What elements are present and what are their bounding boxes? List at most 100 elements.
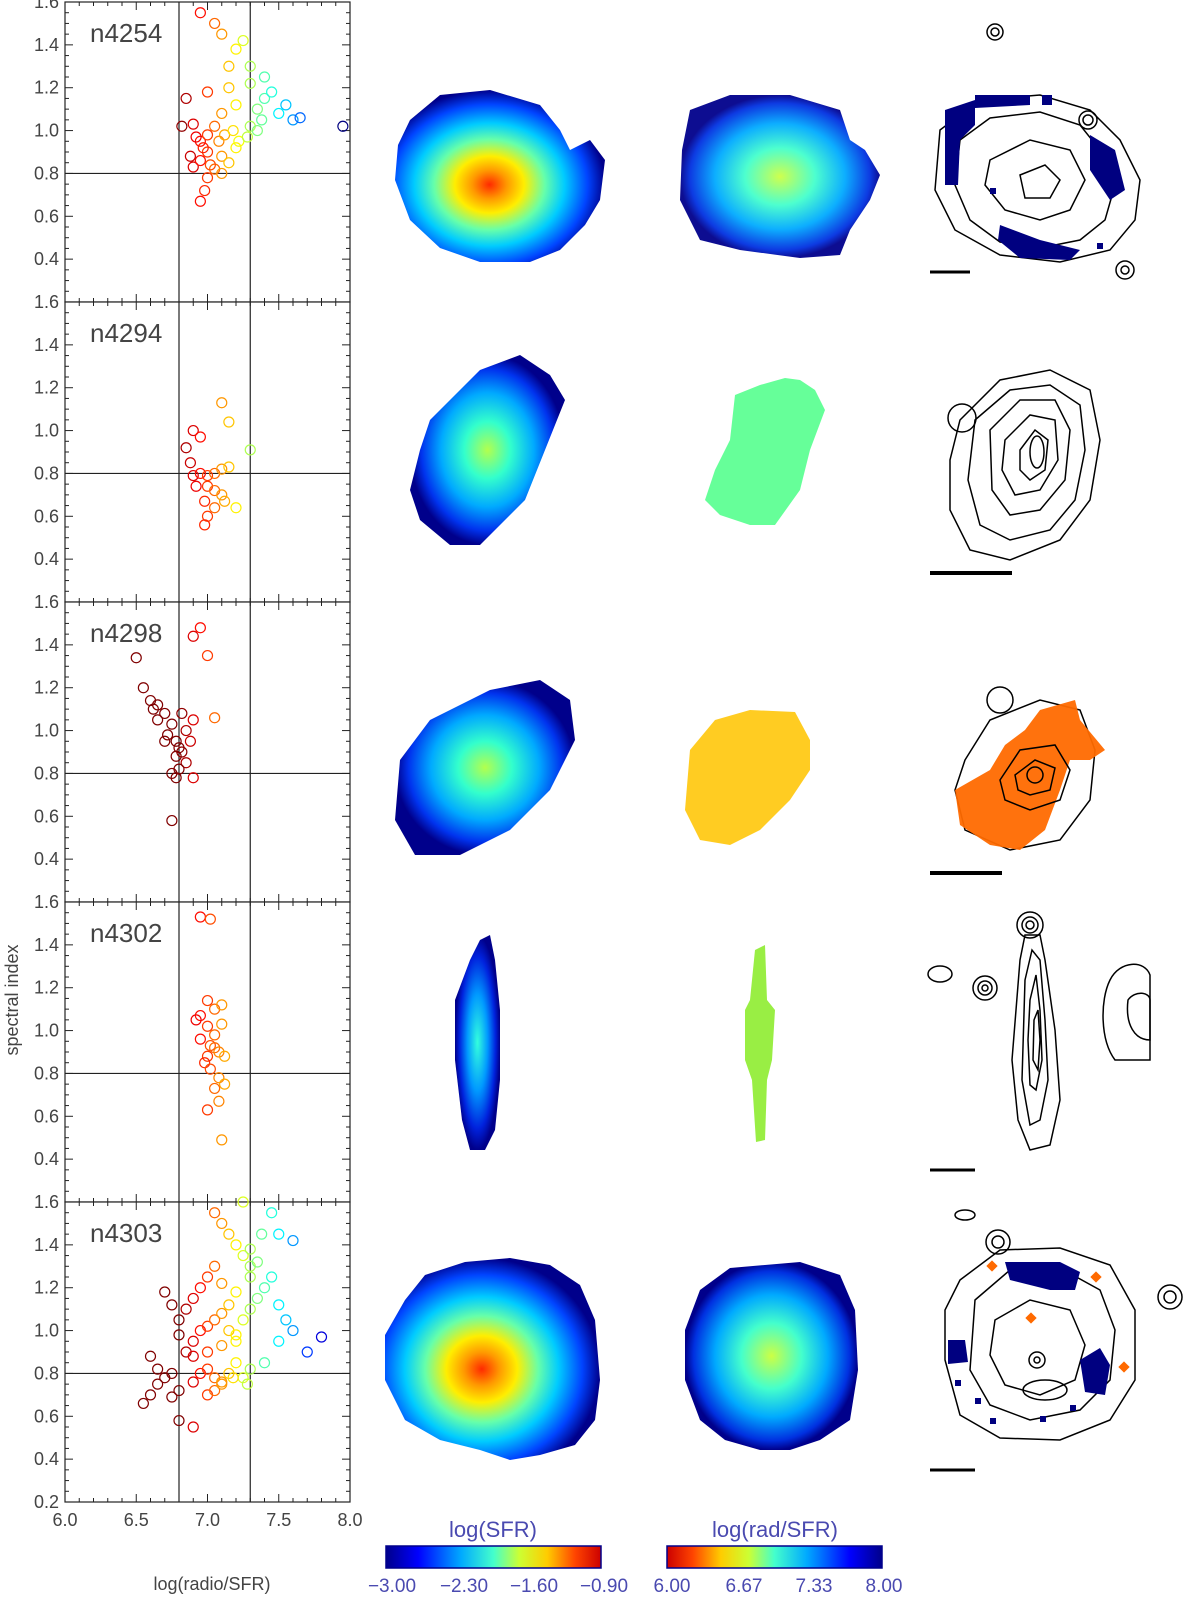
y-tick-label: 1.0	[34, 421, 59, 441]
scatter-point	[187, 1421, 199, 1433]
scatter-point	[223, 1299, 235, 1311]
scatter-point	[176, 746, 188, 758]
galaxy-label: n4303	[90, 1218, 162, 1248]
scatter-point	[241, 131, 253, 143]
scatter-panel-n4302: 0.4 0.6 0.8 1.0 1.2 1.4 1.6 n4302	[34, 892, 351, 1203]
colorbar-sfr-tick: −0.90	[580, 1576, 628, 1597]
scatter-point	[199, 495, 211, 507]
scatter-point	[201, 1271, 214, 1283]
scatter-point	[209, 17, 221, 30]
y-axis-label: spectral index	[2, 944, 22, 1055]
scatter-point	[180, 724, 192, 737]
y-tick-label: 0.8	[34, 163, 59, 183]
scatter-point	[201, 172, 214, 184]
ratio-map-n4254	[680, 95, 880, 258]
y-tick-label: 0.8	[34, 463, 59, 483]
y-tick-label: 0.6	[34, 506, 59, 526]
scatter-point	[216, 397, 228, 409]
scatter-point	[190, 1014, 202, 1026]
scatter-point	[223, 157, 235, 169]
scatter-point	[216, 150, 228, 162]
scatter-point	[173, 1314, 185, 1326]
scatter-point	[216, 1339, 228, 1352]
scatter-point	[159, 707, 171, 720]
scatter-point	[216, 1307, 228, 1320]
contour-maps	[927, 23, 1183, 1472]
scatter-point	[194, 1282, 206, 1294]
y-tick-label: 1.2	[34, 378, 59, 398]
scatter-point	[144, 1389, 157, 1401]
scatter-point	[230, 99, 242, 111]
y-tick-label: 1.4	[34, 335, 59, 355]
ratio-map-n4294	[705, 378, 825, 525]
scatter-point	[159, 735, 171, 747]
colorbar-sfr-bar	[385, 1545, 602, 1569]
y-tick-label: 1.0	[34, 721, 59, 741]
scatter-point	[266, 1271, 278, 1283]
scatter-point	[251, 124, 263, 137]
y-tick-label: 1.0	[34, 121, 59, 141]
y-tick-label: 0.6	[34, 206, 59, 226]
scatter-point	[166, 814, 178, 827]
y-tick-label: 0.4	[34, 249, 59, 269]
y-tick-label: 1.6	[34, 892, 59, 912]
scatter-point	[251, 1256, 263, 1268]
scatter-point	[209, 712, 221, 724]
sfr-map-n4294	[410, 355, 565, 545]
y-tick-label: 0.4	[34, 849, 59, 869]
scatter-point	[230, 1239, 242, 1251]
scatter-point	[201, 1363, 214, 1375]
scatter-point	[176, 120, 188, 132]
scatter-point	[152, 1363, 164, 1375]
scatter-point	[201, 1346, 214, 1358]
scatter-point	[204, 913, 216, 925]
scatter-point	[180, 92, 192, 105]
y-tick-label: 1.4	[34, 1235, 59, 1255]
scatter-point	[227, 124, 239, 137]
scatter-panels: 0.4 0.6 0.8 1.0 1.2 1.4 1.6 n4254 0.4 0.6 0.8 1.0 1.…	[34, 0, 363, 1530]
scatter-point	[170, 735, 182, 747]
colorbar-ratio-tick: 7.33	[796, 1576, 833, 1597]
colorbar-ratio-tick: 6.67	[726, 1576, 763, 1597]
scatter-point	[152, 1378, 164, 1390]
y-tick-label: 0.8	[34, 763, 59, 783]
scatter-panel-n4294: 0.4 0.6 0.8 1.0 1.2 1.4 1.6 n4294	[34, 292, 351, 603]
scatter-point	[173, 1384, 185, 1397]
sfr-map-n4254	[395, 90, 605, 262]
ratio-map-n4303	[685, 1262, 858, 1450]
scatter-point	[213, 1095, 225, 1107]
scatter-point	[280, 99, 292, 111]
x-tick-label: 7.0	[195, 1510, 220, 1530]
y-tick-label: 1.2	[34, 978, 59, 998]
scatter-point	[201, 1320, 214, 1332]
y-tick-label: 0.2	[34, 1492, 59, 1512]
scatter-point	[209, 120, 221, 132]
scatter-point	[180, 442, 192, 454]
scatter-point	[244, 77, 256, 90]
blue-region-marks-n4303	[948, 1262, 1110, 1424]
scatter-point	[280, 1314, 292, 1326]
scatter-point	[187, 1350, 199, 1362]
colorbar-sfr-title: log(SFR)	[449, 1517, 537, 1542]
scatter-point	[301, 1346, 313, 1358]
scatter-point	[194, 7, 206, 19]
scatter-point	[187, 714, 199, 726]
y-tick-label: 0.8	[34, 1063, 59, 1083]
x-tick-label: 6.5	[124, 1510, 149, 1530]
scatter-point	[209, 1384, 221, 1397]
scatter-point	[219, 495, 231, 507]
scatter-point	[227, 1372, 239, 1384]
scatter-point	[266, 86, 278, 98]
scatter-point	[230, 1357, 242, 1369]
galaxy-label: n4302	[90, 918, 162, 948]
scatter-point	[180, 1303, 192, 1315]
scatter-point	[216, 167, 228, 180]
scatter-point	[187, 161, 199, 173]
scatter-point	[258, 71, 271, 83]
scatter-point	[273, 1335, 285, 1347]
scatter-point	[216, 999, 228, 1011]
scatter-point	[170, 750, 182, 762]
scatter-point	[209, 1029, 221, 1041]
colorbar-sfr-tick: −1.60	[510, 1576, 558, 1597]
